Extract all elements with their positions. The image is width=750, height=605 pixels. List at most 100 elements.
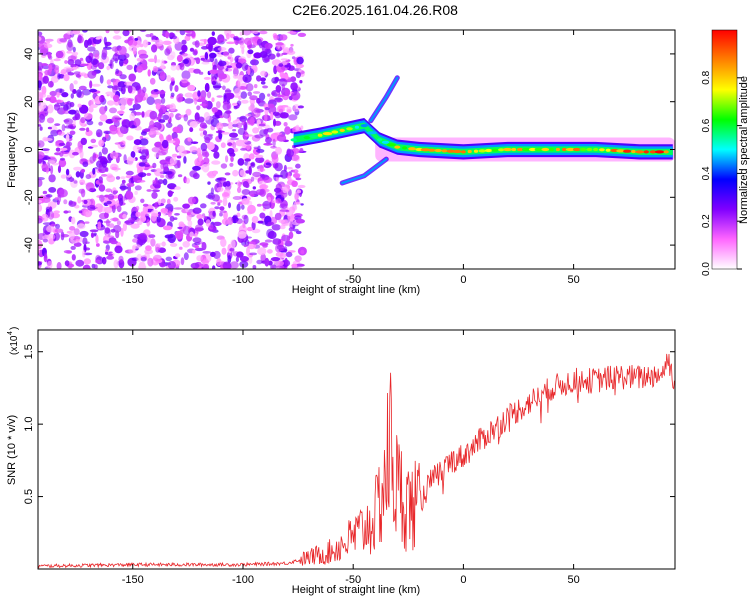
snr-panel: -150 -100 -50 0 50 0.5 1.0 1.5 Height of straig… (6, 327, 676, 596)
noise-blob (84, 221, 90, 224)
noise-blob (165, 171, 173, 175)
noise-blob (224, 172, 231, 176)
noise-blob (273, 97, 283, 103)
noise-blob (76, 89, 82, 98)
spectrogram-ytick-label: -20 (23, 189, 35, 205)
noise-blob (245, 83, 254, 92)
noise-blob (286, 166, 293, 170)
noise-blob (69, 83, 74, 92)
noise-blob (92, 167, 96, 175)
noise-blob (207, 181, 211, 185)
noise-blob (226, 41, 236, 45)
noise-blob (267, 221, 275, 226)
noise-blob (158, 198, 161, 206)
noise-blob (222, 197, 228, 207)
noise-blob (147, 69, 151, 77)
noise-blob (212, 114, 220, 120)
noise-blob (239, 31, 243, 36)
noise-blob (150, 39, 157, 42)
noise-blob (198, 127, 205, 132)
noise-blob (299, 148, 304, 153)
noise-blob (211, 31, 215, 36)
noise-blob (271, 224, 281, 231)
noise-blob (279, 78, 288, 87)
noise-blob (69, 226, 76, 231)
noise-blob (111, 204, 116, 214)
noise-blob (141, 149, 149, 157)
noise-blob (38, 105, 45, 112)
noise-blob (79, 63, 89, 67)
noise-blob (239, 169, 246, 177)
noise-blob (233, 67, 239, 77)
noise-blob (275, 198, 282, 204)
noise-blob (271, 77, 279, 84)
upper-branch-core (369, 76, 399, 122)
noise-blob (186, 212, 191, 216)
noise-blob (286, 109, 292, 113)
noise-blob (293, 201, 301, 205)
noise-blob (206, 91, 212, 99)
noise-blob (59, 157, 66, 161)
noise-blob (57, 165, 62, 174)
noise-blob (290, 43, 294, 47)
noise-blob (229, 261, 239, 269)
noise-blob (176, 93, 183, 103)
noise-blob (277, 105, 284, 113)
noise-blob (156, 41, 166, 45)
colorbar: 0.0 0.2 0.4 0.6 0.8 Normalized spectral ampl… (701, 29, 750, 276)
noise-blob (108, 63, 112, 67)
noise-blob (55, 99, 64, 104)
noise-blob (176, 155, 182, 159)
band-hotspot (511, 147, 517, 152)
noise-blob (56, 91, 60, 98)
colorbar-label: Normalized spectral amplitude (738, 76, 750, 224)
noise-blob (181, 52, 188, 57)
noise-blob (253, 84, 258, 89)
noise-blob (106, 175, 116, 183)
noise-blob (122, 222, 127, 232)
noise-blob (196, 255, 203, 262)
band-hotspot (366, 131, 377, 135)
noise-blob (300, 203, 304, 206)
noise-blob (79, 127, 86, 131)
noise-blob (59, 38, 67, 43)
band-hotspot (354, 125, 359, 129)
noise-blob (90, 138, 97, 144)
noise-blob (219, 206, 225, 211)
noise-blob (211, 80, 217, 86)
noise-blob (190, 262, 200, 269)
noise-blob (276, 52, 280, 58)
noise-blob (112, 190, 117, 195)
noise-blob (220, 163, 228, 169)
band-hotspot (346, 127, 353, 131)
snr-multiplier: (x10 4 ) (7, 327, 20, 355)
noise-blob (299, 80, 303, 84)
noise-blob (160, 59, 165, 69)
noise-blob (246, 246, 250, 256)
noise-blob (273, 34, 279, 41)
noise-blob (48, 187, 57, 193)
noise-blob (265, 136, 272, 144)
noise-blob (232, 141, 237, 149)
noise-blob (65, 141, 71, 151)
noise-blob (110, 217, 120, 222)
noise-blob (248, 106, 252, 111)
noise-blob (89, 156, 95, 164)
noise-blob (152, 162, 157, 169)
noise-blob (283, 164, 287, 172)
noise-blob (90, 104, 98, 108)
noise-blob (165, 122, 173, 128)
noise-blob (223, 92, 227, 103)
noise-blob (90, 232, 95, 239)
noise-blob (258, 30, 268, 35)
noise-blob (233, 105, 238, 110)
noise-blob (54, 152, 61, 156)
spectrogram-xtick-label: -150 (122, 274, 144, 286)
band-hotspot (586, 147, 593, 152)
noise-blob (291, 91, 301, 101)
noise-blob (125, 170, 134, 176)
noise-blob (83, 258, 92, 265)
noise-blob (222, 85, 226, 91)
noise-blob (99, 113, 108, 122)
noise-blob (179, 62, 185, 71)
